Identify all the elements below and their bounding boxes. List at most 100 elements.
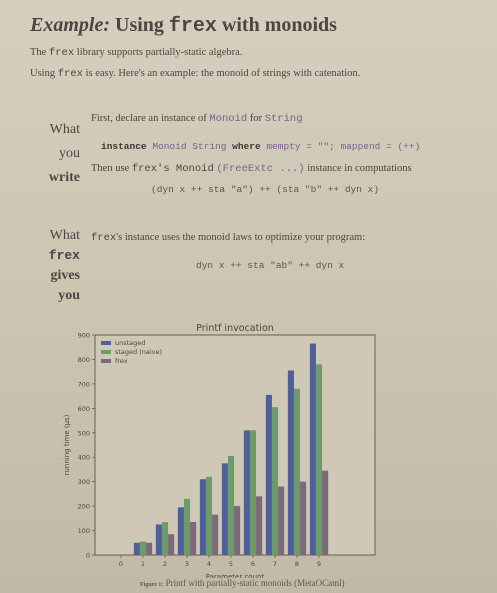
intro-line-1-pre: The bbox=[30, 47, 47, 58]
frex-instance-mono: frex bbox=[91, 232, 117, 244]
code-instance: instance Monoid String where mempty = ""… bbox=[101, 141, 420, 152]
bar-unstaged-6 bbox=[243, 430, 250, 555]
side-label-what-2: What bbox=[49, 228, 80, 243]
bar-frex-1 bbox=[146, 542, 153, 555]
x-tick-label: 0 bbox=[119, 560, 123, 568]
bar-frex-3 bbox=[190, 522, 197, 555]
bar-frex-9 bbox=[322, 470, 329, 555]
bar-staged--naive--8 bbox=[293, 388, 301, 555]
bar-staged--naive--1 bbox=[139, 541, 147, 555]
x-tick-label: 1 bbox=[141, 560, 145, 568]
declare-mid: for bbox=[249, 113, 263, 124]
frex-instance-line: frex's instance uses the monoid laws to … bbox=[91, 232, 365, 244]
code-expression-1: (dyn x ++ sta "a") ++ (sta "b" ++ dyn x) bbox=[151, 184, 380, 195]
bar-frex-7 bbox=[278, 486, 285, 555]
then-line: Then use frex's Monoid (FreeExtc ...) in… bbox=[91, 163, 412, 175]
legend-label-1: staged (naive) bbox=[115, 348, 162, 356]
legend-label-2: frex bbox=[115, 357, 128, 365]
bar-frex-4 bbox=[212, 514, 219, 555]
figure-caption: Figure 1: Printf with partially-static m… bbox=[140, 578, 345, 588]
bar-unstaged-1 bbox=[133, 542, 140, 555]
y-tick-label: 0 bbox=[86, 552, 90, 560]
side-label-you: you bbox=[59, 146, 80, 161]
bar-unstaged-5 bbox=[221, 463, 228, 555]
declare-line: First, declare an instance of Monoid for… bbox=[91, 113, 303, 125]
intro-line-2: Using frex is easy. Here's an example: t… bbox=[30, 68, 360, 80]
code-kw-where: where bbox=[232, 141, 261, 152]
x-axis-label: Parameter count bbox=[206, 573, 265, 578]
intro-line-1: The frex library supports partially-stat… bbox=[30, 47, 242, 59]
x-tick-label: 7 bbox=[273, 560, 277, 568]
chart-title: Printf invocation bbox=[196, 323, 274, 334]
slide-title: Example: Using frex with monoids bbox=[30, 14, 337, 38]
x-tick-label: 8 bbox=[295, 560, 299, 568]
bar-staged--naive--7 bbox=[271, 407, 279, 555]
then-post: instance in computations bbox=[307, 163, 412, 174]
y-tick-label: 200 bbox=[78, 503, 90, 511]
x-tick-label: 2 bbox=[163, 560, 167, 568]
y-tick-label: 800 bbox=[78, 356, 90, 364]
declare-pre: First, declare an instance of bbox=[91, 113, 207, 124]
declare-monoid: Monoid bbox=[209, 113, 248, 125]
x-tick-label: 3 bbox=[185, 560, 189, 568]
code-kw-instance: instance bbox=[101, 141, 147, 152]
title-rest: with monoids bbox=[221, 14, 337, 36]
bar-unstaged-9 bbox=[309, 343, 316, 555]
intro-line-2-mono: frex bbox=[57, 68, 83, 80]
legend-swatch-0 bbox=[101, 341, 111, 345]
side-label-gives: gives bbox=[50, 268, 80, 283]
frex-instance-post: 's instance uses the monoid laws to opti… bbox=[116, 232, 366, 243]
bar-unstaged-7 bbox=[265, 394, 272, 555]
declare-string: String bbox=[264, 113, 303, 125]
then-monoid: frex's Monoid bbox=[131, 163, 214, 175]
y-tick-label: 700 bbox=[78, 380, 90, 388]
bar-staged--naive--5 bbox=[227, 456, 235, 555]
x-tick-label: 6 bbox=[251, 560, 255, 568]
bar-unstaged-2 bbox=[155, 524, 162, 555]
code-monoid-string: Monoid String bbox=[152, 141, 227, 152]
bar-staged--naive--2 bbox=[161, 522, 169, 555]
bar-frex-8 bbox=[300, 481, 307, 555]
legend-swatch-2 bbox=[101, 359, 111, 363]
printf-chart: Printf invocation Parameter count running … bbox=[63, 323, 376, 578]
bar-staged--naive--3 bbox=[183, 498, 191, 555]
x-tick-label: 9 bbox=[317, 560, 321, 568]
bar-staged--naive--9 bbox=[315, 364, 323, 555]
side-label-write: write bbox=[48, 170, 80, 185]
x-tick-label: 4 bbox=[207, 560, 211, 568]
y-axis-label: running time (µs) bbox=[63, 414, 71, 475]
bar-unstaged-3 bbox=[177, 507, 184, 555]
y-tick-label: 300 bbox=[78, 478, 90, 486]
intro-line-1-mono: frex bbox=[48, 47, 75, 59]
bar-frex-2 bbox=[168, 534, 175, 555]
title-mono: frex bbox=[168, 15, 217, 38]
then-pre: Then use bbox=[91, 163, 130, 174]
code-expression-2: dyn x ++ sta "ab" ++ dyn x bbox=[196, 260, 345, 271]
y-tick-label: 400 bbox=[78, 454, 90, 462]
caption-text: Printf with partially-static monoids (Me… bbox=[165, 578, 345, 588]
intro-line-2-pre: Using bbox=[30, 68, 56, 79]
bar-staged--naive--4 bbox=[205, 476, 213, 555]
intro-line-2-post: is easy. Here's an example: the monoid o… bbox=[85, 68, 361, 79]
y-tick-label: 100 bbox=[78, 527, 90, 535]
legend-label-0: unstaged bbox=[115, 339, 145, 347]
caption-label: Figure 1: bbox=[140, 582, 164, 588]
side-label-what: What bbox=[49, 122, 80, 137]
title-example: Example: bbox=[30, 14, 110, 36]
y-tick-label: 600 bbox=[78, 405, 90, 413]
bar-frex-6 bbox=[256, 496, 263, 555]
side-label-frex: frex bbox=[48, 248, 80, 263]
side-label-you-2: you bbox=[58, 288, 80, 303]
title-word: Using bbox=[115, 14, 164, 36]
y-tick-label: 900 bbox=[78, 332, 90, 340]
code-mempty-mappend: mempty = ""; mappend = (++) bbox=[266, 141, 421, 152]
bar-unstaged-8 bbox=[287, 370, 294, 555]
y-tick-label: 500 bbox=[78, 429, 90, 437]
x-tick-label: 5 bbox=[229, 560, 233, 568]
bar-frex-5 bbox=[234, 506, 241, 555]
bar-unstaged-4 bbox=[199, 479, 206, 555]
legend-swatch-1 bbox=[101, 350, 111, 354]
then-freeext: (FreeExtc ...) bbox=[216, 163, 305, 175]
bar-staged--naive--6 bbox=[249, 430, 257, 555]
